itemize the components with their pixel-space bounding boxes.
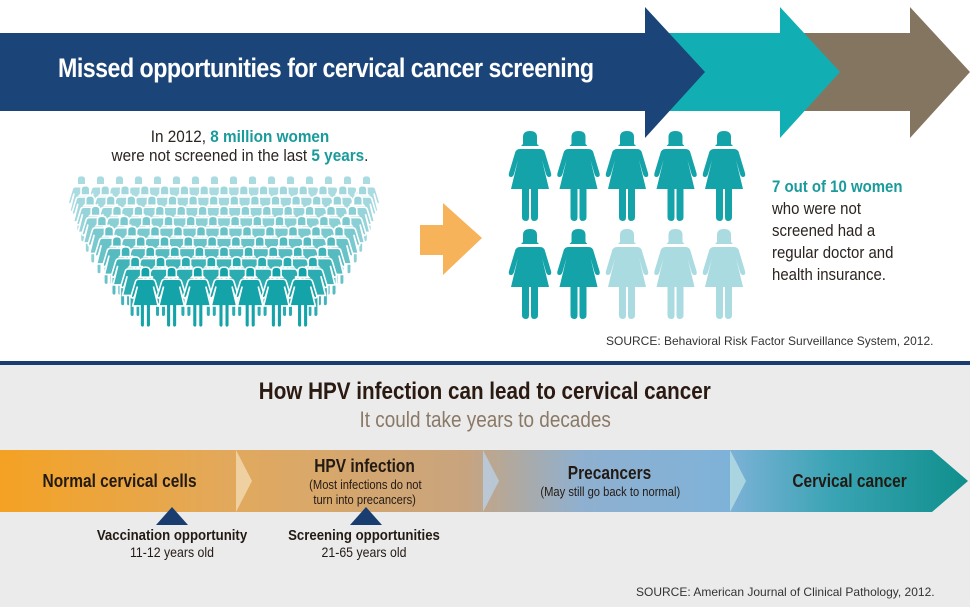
woman-figure-icon — [605, 229, 649, 319]
stat-line: who were not — [772, 199, 861, 218]
stage-title: Precancers — [568, 463, 652, 483]
source-top: SOURCE: Behavioral Risk Factor Surveilla… — [606, 334, 934, 348]
section-divider — [0, 361, 970, 365]
section-title: How HPV infection can lead to cervical c… — [0, 378, 970, 406]
woman-figure-icon — [557, 131, 600, 221]
intro-prefix: In 2012, — [150, 127, 211, 146]
stat-text: 7 out of 10 women who were not screened … — [772, 176, 903, 286]
woman-figure-icon — [287, 266, 318, 329]
navy-arrow — [0, 7, 705, 138]
page-title: Missed opportunities for cervical cancer… — [58, 53, 594, 83]
stat-line: health insurance. — [772, 265, 886, 284]
header-arrows — [0, 7, 970, 138]
woman-figure-icon — [605, 131, 649, 221]
stage-hpv-infection: HPV infection (Most infections do not tu… — [250, 450, 480, 512]
stat-line: regular doctor and — [772, 243, 894, 262]
orange-arrow-icon — [420, 203, 482, 275]
woman-figure-icon — [654, 229, 697, 319]
opportunity-desc: 21-65 years old — [321, 544, 407, 560]
woman-figure-icon — [557, 229, 600, 319]
woman-figure-icon — [702, 131, 746, 221]
section-subtitle: It could take years to decades — [0, 407, 970, 433]
screening-marker-icon — [350, 507, 382, 525]
crowd-pyramid-icon — [67, 174, 381, 329]
brown-arrow — [770, 7, 970, 138]
intro-line2: were not screened in the last — [111, 146, 312, 165]
chevron-separator-icon — [236, 450, 252, 512]
woman-figure-icon — [508, 131, 552, 221]
sample-women-icon — [508, 131, 746, 319]
stage-cervical-cancer: Cervical cancer — [745, 450, 955, 512]
section-title-text: How HPV infection can lead to cervical c… — [259, 378, 711, 405]
intro-text: In 2012, 8 million women were not screen… — [78, 127, 402, 165]
intro-period: . — [364, 146, 369, 165]
stage-desc: (May still go back to normal) — [540, 484, 680, 499]
vaccination-opportunity: Vaccination opportunity 11-12 years old — [62, 527, 282, 560]
stage-desc: turn into precancers) — [313, 491, 417, 507]
stage-title: Cervical cancer — [792, 470, 908, 491]
chevron-separator-icon — [730, 450, 746, 512]
stat-line: screened had a — [772, 221, 876, 240]
progression-band — [0, 450, 968, 512]
stage-desc: (Most infections do not — [308, 476, 422, 492]
opportunity-desc: 11-12 years old — [129, 544, 215, 560]
teal-arrow — [640, 7, 840, 138]
woman-figure-icon — [702, 229, 746, 319]
stage-title: Normal cervical cells — [42, 470, 198, 491]
stat-highlight: 7 out of 10 women — [772, 177, 903, 196]
vaccination-marker-icon — [156, 507, 188, 525]
woman-figure-icon — [508, 229, 552, 319]
screening-opportunities: Screening opportunities 21-65 years old — [254, 527, 474, 560]
intro-highlight-count: 8 million women — [210, 127, 330, 146]
stage-title: HPV infection — [314, 455, 416, 476]
opportunity-title: Screening opportunities — [288, 527, 440, 544]
stage-normal-cells: Normal cervical cells — [0, 450, 240, 512]
chevron-separator-icon — [483, 450, 499, 512]
woman-figure-icon — [654, 131, 697, 221]
stage-precancers: Precancers (May still go back to normal) — [495, 450, 725, 512]
section-subtitle-text: It could take years to decades — [359, 407, 611, 432]
opportunity-title: Vaccination opportunity — [96, 527, 248, 544]
source-bottom: SOURCE: American Journal of Clinical Pat… — [636, 585, 935, 599]
intro-highlight-years: 5 years — [311, 146, 365, 165]
